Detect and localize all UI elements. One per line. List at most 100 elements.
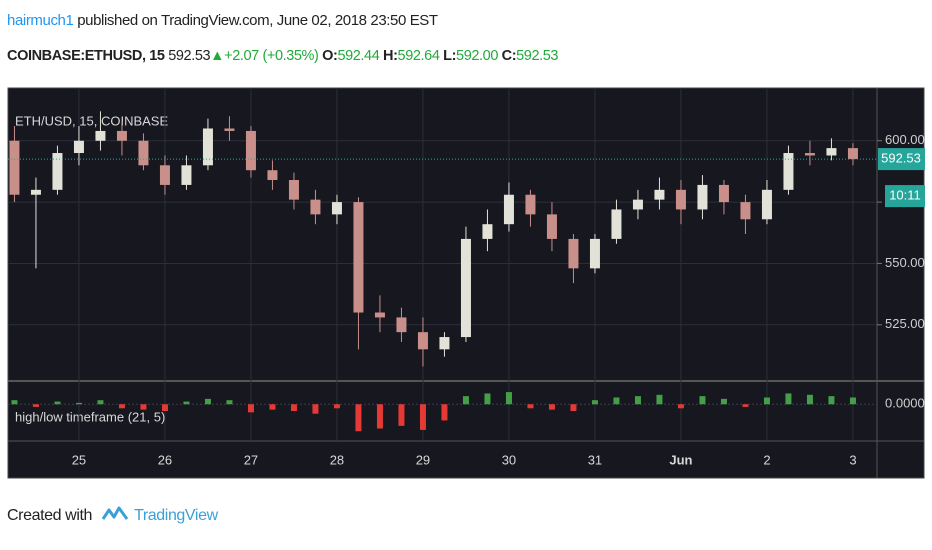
candle-body xyxy=(396,317,407,333)
indicator-bar xyxy=(226,400,233,405)
candle-body xyxy=(761,189,772,220)
indicator-bar xyxy=(247,404,254,413)
candle-body xyxy=(546,214,557,239)
candle-body xyxy=(181,165,192,185)
publish-info: published on TradingView.com, June 02, 2… xyxy=(77,12,438,29)
indicator-bar xyxy=(462,396,469,405)
low-label: L: xyxy=(443,48,457,64)
candle-body xyxy=(847,148,858,160)
x-tick-label: 27 xyxy=(244,452,258,467)
indicator-bar xyxy=(656,394,663,405)
chart-title: ETH/USD, 15, COINBASE xyxy=(15,113,168,128)
indicator-bar xyxy=(118,404,125,409)
symbol: COINBASE:ETHUSD, 15 xyxy=(7,48,165,64)
indicator-bar xyxy=(11,400,18,405)
indicator-bar xyxy=(570,404,577,411)
candle-body xyxy=(374,312,385,318)
candle-body xyxy=(439,337,450,350)
candle-body xyxy=(73,140,84,154)
candle-body xyxy=(783,153,794,190)
open-label: O: xyxy=(322,48,338,64)
indicator-bar xyxy=(419,404,426,430)
user-name[interactable]: hairmuch1 xyxy=(7,12,74,29)
last-price-tag xyxy=(878,148,925,171)
close-label: C: xyxy=(501,48,517,64)
indicator-bar xyxy=(269,404,276,410)
indicator-bar xyxy=(613,397,620,405)
last-price-label: 592.53 xyxy=(881,151,921,166)
open-value: 592.44 xyxy=(337,48,380,64)
indicator-bar xyxy=(161,404,168,411)
indicator-bar xyxy=(333,404,340,409)
indicator-bar xyxy=(548,404,555,410)
y-tick-label: 600.00 xyxy=(885,132,925,147)
candle-body xyxy=(95,130,106,141)
high-label: H: xyxy=(383,48,398,64)
x-tick-label: 29 xyxy=(416,452,430,467)
candle-body xyxy=(460,238,471,338)
footer: Created with TradingView xyxy=(7,505,218,525)
candle-body xyxy=(224,128,235,131)
candle-body xyxy=(52,153,63,190)
created-with: Created with xyxy=(7,507,93,524)
candle-body xyxy=(116,130,127,141)
publish-line: hairmuch1 published on TradingView.com, … xyxy=(7,12,438,29)
tv-logo[interactable] xyxy=(101,505,129,523)
candle-body xyxy=(718,184,729,203)
indicator-bar xyxy=(441,404,448,421)
indicator-bar xyxy=(312,404,319,414)
candle-body xyxy=(331,202,342,215)
indicator-bar xyxy=(677,404,684,409)
indicator-bar xyxy=(75,402,82,405)
low-value: 592.00 xyxy=(456,48,498,64)
x-tick-label: 3 xyxy=(849,452,856,467)
candle-body xyxy=(30,189,41,195)
candle-body xyxy=(310,199,321,215)
indicator-bar xyxy=(484,393,491,405)
indicator-bar xyxy=(183,401,190,405)
indicator-bar xyxy=(720,398,727,405)
indicator-bar xyxy=(32,404,39,407)
candle-body xyxy=(654,189,665,200)
x-tick-label: 2 xyxy=(763,452,770,467)
indicator-bar xyxy=(97,400,104,405)
indicator-bar xyxy=(398,404,405,426)
indicator-bar xyxy=(527,404,534,409)
change: +2.07 (+0.35%) xyxy=(224,48,319,64)
indicator-bar xyxy=(785,393,792,405)
indicator-name: high/low timeframe (21, 5) xyxy=(15,409,165,424)
candle-body xyxy=(740,202,751,220)
x-tick-label: 28 xyxy=(330,452,344,467)
candle-body xyxy=(138,140,149,166)
indicator-bar xyxy=(355,404,362,432)
indicator-bar xyxy=(54,401,61,405)
candle-body xyxy=(675,189,686,210)
indicator-bar xyxy=(634,396,641,405)
indicator-tick-label: 0.0000 xyxy=(885,396,925,411)
up-arrow: ▲ xyxy=(210,48,225,64)
x-tick-label: Jun xyxy=(669,452,692,467)
indicator-bar xyxy=(290,404,297,411)
indicator-bar xyxy=(140,404,147,410)
candle-body xyxy=(288,180,299,200)
indicator-bar xyxy=(828,396,835,405)
candle-body xyxy=(159,165,170,185)
candle-body xyxy=(267,170,278,181)
x-tick-label: 31 xyxy=(588,452,602,467)
countdown-label: 10:11 xyxy=(889,188,921,203)
indicator-bar xyxy=(806,394,813,405)
indicator-bar xyxy=(505,392,512,405)
x-tick-label: 30 xyxy=(502,452,516,467)
candle-body xyxy=(568,238,579,269)
candle-body xyxy=(202,128,213,166)
candle-body xyxy=(482,224,493,239)
brand[interactable]: TradingView xyxy=(134,507,218,524)
indicator-bar xyxy=(742,404,749,407)
countdown-tag xyxy=(885,185,925,208)
y-tick-label: 525.00 xyxy=(885,316,925,331)
indicator-bar xyxy=(763,397,770,405)
candle-body xyxy=(611,209,622,239)
high-value: 592.64 xyxy=(397,48,440,64)
